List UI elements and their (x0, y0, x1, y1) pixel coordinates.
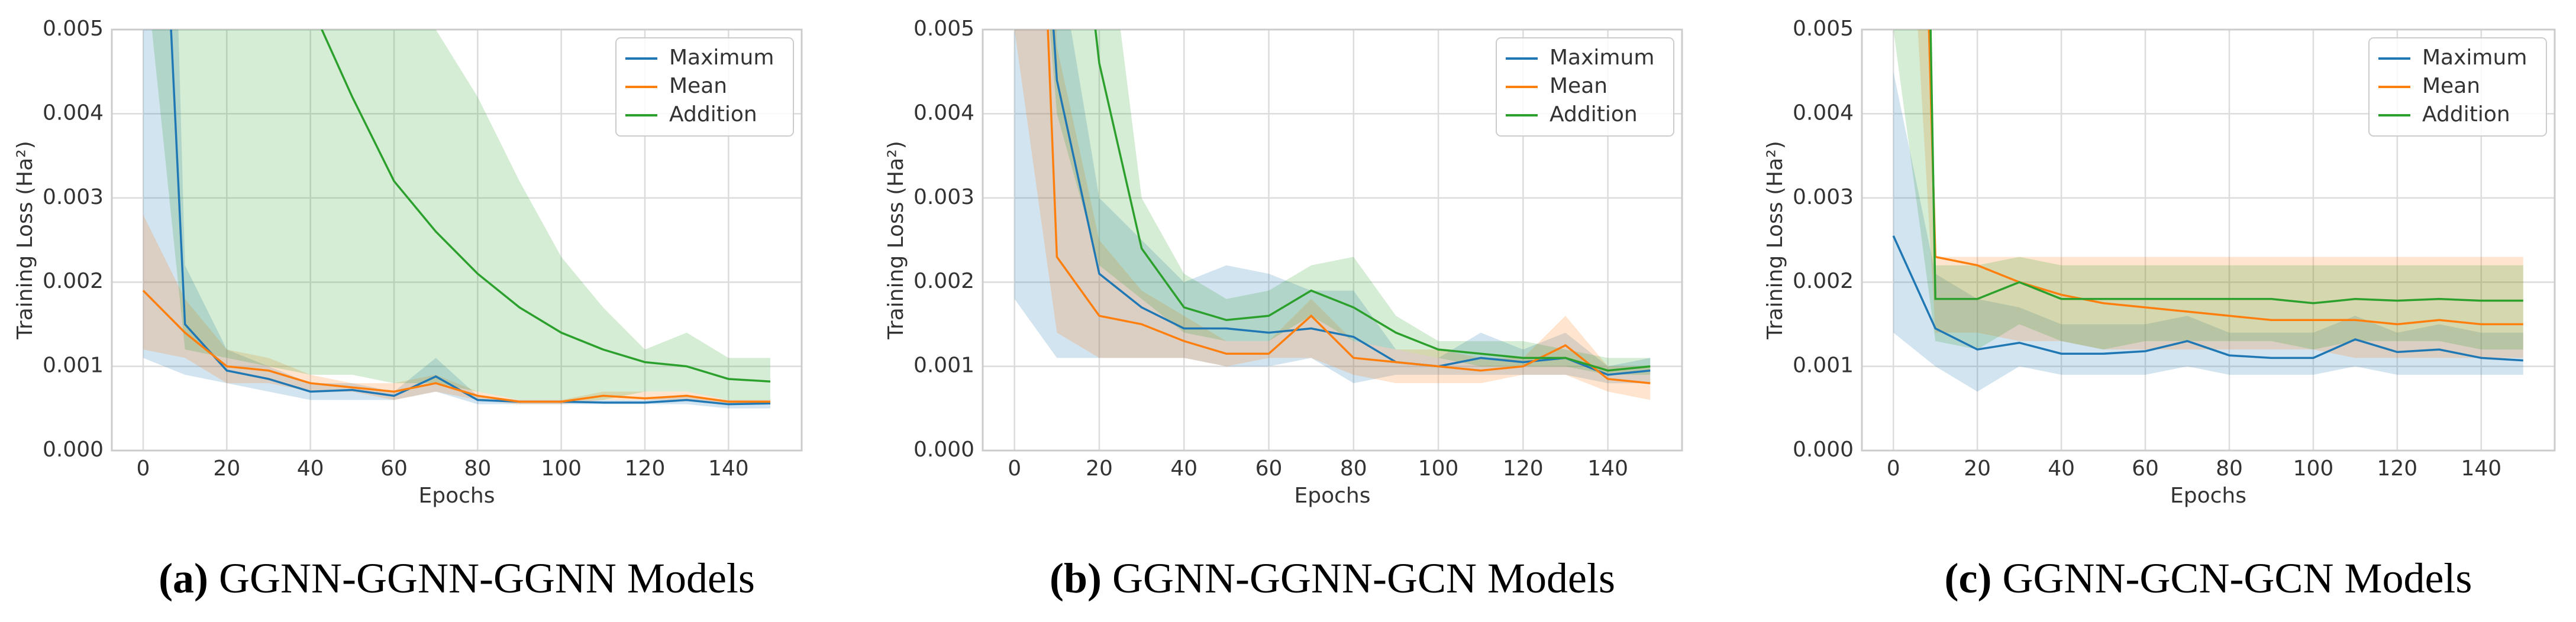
plot-area (142, 30, 771, 409)
y-tick-label: 0.005 (913, 17, 974, 41)
y-tick-label: 0.002 (1793, 269, 1854, 293)
legend-label: Maximum (1550, 46, 1654, 70)
x-tick-label: 120 (625, 456, 666, 481)
y-tick-label: 0.002 (913, 269, 974, 293)
x-tick-label: 0 (137, 456, 150, 481)
y-tick-label: 0.004 (913, 101, 974, 125)
series-line (1929, 30, 2523, 304)
y-tick-label: 0.003 (1793, 185, 1854, 209)
x-tick-label: 60 (2132, 456, 2159, 481)
y-axis-label: Training Loss (Ha²) (1763, 141, 1787, 340)
subplot: 0.000 0.001 0.002 0.003 0.004 0.005 0 20 40 60 80 1… (884, 17, 1683, 602)
caption-label: (b) (1050, 555, 1102, 602)
caption: (a) GGNN-GGNN-GGNN Models (159, 555, 755, 602)
legend-label: Maximum (669, 46, 774, 70)
series-line (170, 30, 771, 406)
series-line (1047, 30, 1651, 384)
x-tick-label: 60 (380, 456, 408, 481)
x-tick-label: 80 (2216, 456, 2243, 481)
x-tick-label: 80 (464, 456, 491, 481)
confidence-band (1050, 30, 1651, 375)
legend-label: Addition (669, 102, 757, 127)
x-tick-label: 20 (1964, 456, 1991, 481)
y-tick-label: 0.005 (43, 17, 104, 41)
plot-frame (1861, 28, 2556, 452)
y-tick-label: 0.001 (1793, 354, 1854, 378)
legend-label: Addition (1550, 102, 1638, 127)
series-line (1892, 235, 2523, 362)
x-tick-label: 100 (541, 456, 582, 481)
plot-frame (111, 28, 803, 452)
x-tick-label: 0 (1887, 456, 1900, 481)
x-tick-label: 20 (1086, 456, 1113, 481)
y-axis-label: Training Loss (Ha²) (13, 141, 37, 340)
y-tick-label: 0.003 (913, 185, 974, 209)
confidence-band (1893, 30, 2523, 350)
x-tick-label: 40 (2048, 456, 2075, 481)
confidence-band (1918, 30, 2523, 358)
x-tick-label: 0 (1008, 456, 1021, 481)
y-tick-label: 0.001 (43, 354, 104, 378)
confidence-band (1014, 30, 1651, 384)
caption-text: GGNN-GCN-GCN Models (2002, 555, 2472, 602)
caption-text: GGNN-GGNN-GGNN Models (219, 555, 755, 602)
x-tick-label: 100 (1418, 456, 1459, 481)
series-line (1052, 30, 1651, 376)
y-tick-label: 0.003 (43, 185, 104, 209)
y-axis-label: Training Loss (Ha²) (884, 141, 908, 340)
y-tick-label: 0.000 (1793, 438, 1854, 462)
x-axis-label: Epochs (1295, 484, 1371, 508)
plot-area (1014, 30, 1651, 400)
subplot: 0.000 0.001 0.002 0.003 0.004 0.005 0 20 40 60 80 1… (13, 17, 803, 602)
y-tick-label: 0.002 (43, 269, 104, 293)
caption-label: (c) (1945, 555, 1992, 602)
confidence-band (1893, 72, 2523, 392)
series-line (321, 30, 771, 383)
x-tick-label: 80 (1340, 456, 1367, 481)
confidence-band (151, 30, 770, 400)
x-tick-label: 120 (1503, 456, 1544, 481)
confidence-band (143, 30, 770, 409)
legend-box (2368, 37, 2547, 137)
legend-label: Mean (2422, 74, 2480, 98)
x-tick-label: 140 (1587, 456, 1628, 481)
legend-label: Mean (669, 74, 727, 98)
legend-box (1496, 37, 1674, 137)
caption-text: GGNN-GGNN-GCN Models (1112, 555, 1615, 602)
y-tick-label: 0.004 (43, 101, 104, 125)
y-tick-label: 0.000 (913, 438, 974, 462)
x-tick-label: 100 (2293, 456, 2334, 481)
subplot: 0.000 0.001 0.002 0.003 0.004 0.005 0 20 40 60 80 1… (1763, 17, 2556, 602)
legend-label: Maximum (2422, 46, 2527, 70)
caption: (b) GGNN-GGNN-GCN Models (1050, 555, 1615, 602)
x-tick-label: 40 (1170, 456, 1197, 481)
caption: (c) GGNN-GCN-GCN Models (1945, 555, 2472, 602)
plot-area (1892, 30, 2523, 392)
y-tick-label: 0.004 (1793, 101, 1854, 125)
x-axis-label: Epochs (419, 484, 495, 508)
series-line (1928, 30, 2523, 326)
plot-frame (982, 28, 1683, 452)
y-tick-label: 0.005 (1793, 17, 1854, 41)
legend-label: Mean (1550, 74, 1607, 98)
y-tick-label: 0.001 (913, 354, 974, 378)
caption-label: (a) (159, 555, 208, 602)
x-tick-label: 120 (2377, 456, 2418, 481)
x-axis-label: Epochs (2170, 484, 2246, 508)
x-tick-label: 140 (2461, 456, 2501, 481)
x-tick-label: 60 (1255, 456, 1283, 481)
x-tick-label: 140 (708, 456, 749, 481)
series-line (1094, 30, 1651, 372)
legend-label: Addition (2422, 102, 2510, 127)
x-tick-label: 40 (297, 456, 324, 481)
x-tick-label: 20 (213, 456, 240, 481)
y-tick-label: 0.000 (43, 438, 104, 462)
series-line (142, 290, 770, 403)
legend-box (615, 37, 794, 137)
